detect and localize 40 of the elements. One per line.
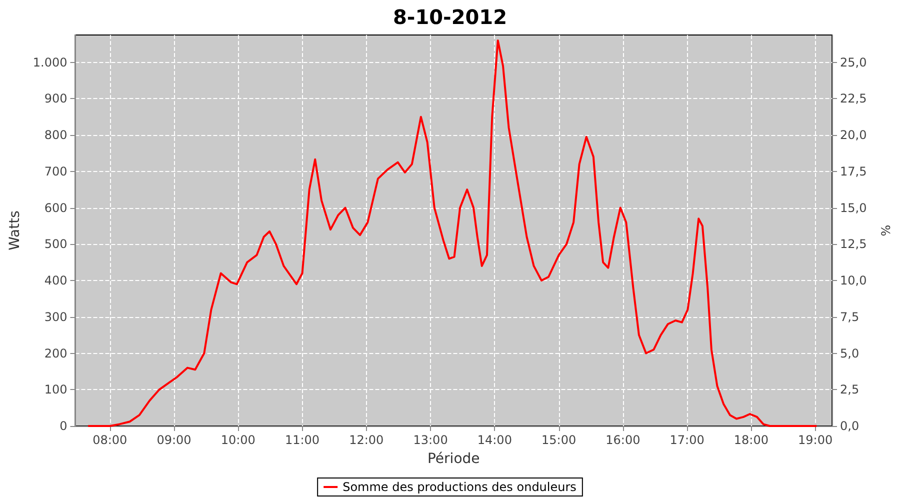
legend-label: Somme des productions des onduleurs — [342, 480, 576, 494]
y2-axis-title: % — [879, 224, 893, 236]
x-tick-label: 15:00 — [542, 433, 576, 447]
line-series — [87, 39, 818, 427]
y2-tick-label: 12,5 — [840, 237, 867, 252]
y-tick-label: 1.000 — [32, 55, 68, 70]
x-tick-label: 12:00 — [349, 433, 384, 447]
x-tick-label: 13:00 — [413, 433, 448, 447]
y-tick-label: 100 — [44, 382, 68, 397]
x-tick-label: 09:00 — [156, 433, 192, 447]
chart-title: 8-10-2012 — [392, 5, 508, 29]
x-tick-label: 19:00 — [798, 433, 833, 447]
y2-tick-label: 0,0 — [840, 419, 860, 433]
x-tick-label: 18:00 — [734, 433, 768, 447]
y-tick-label: 500 — [44, 237, 68, 252]
y2-tick-label: 17,5 — [840, 164, 867, 178]
y-tick-label: 900 — [44, 92, 68, 106]
y2-tick-label: 25,0 — [840, 55, 867, 70]
y-tick-label: 0 — [60, 419, 68, 433]
y2-tick-label: 10,0 — [840, 274, 867, 288]
y2-tick-label: 20,0 — [840, 128, 867, 142]
x-tick-label: 14:00 — [477, 433, 512, 447]
y2-tick-label: 15,0 — [840, 200, 867, 215]
x-axis-title: Période — [427, 451, 480, 467]
x-tick-label: 16:00 — [606, 433, 640, 447]
y2-tick-label: 2,5 — [840, 382, 860, 397]
x-tick-label: 10:00 — [220, 433, 256, 447]
y-tick-label: 300 — [44, 310, 68, 324]
x-tick-label: 11:00 — [284, 433, 320, 447]
y2-tick-label: 5,0 — [840, 346, 860, 360]
y-tick-label: 800 — [44, 128, 68, 142]
y-axis-title: Watts — [7, 210, 23, 250]
y2-tick-label: 7,5 — [840, 310, 860, 324]
y-tick-label: 700 — [44, 164, 68, 178]
x-tick-label: 17:00 — [670, 433, 704, 447]
y2-tick-label: 22,5 — [840, 92, 867, 106]
x-tick-label: 08:00 — [92, 433, 128, 447]
y-tick-label: 200 — [44, 346, 68, 360]
y-tick-label: 400 — [44, 274, 68, 288]
y-tick-label: 600 — [44, 200, 68, 215]
